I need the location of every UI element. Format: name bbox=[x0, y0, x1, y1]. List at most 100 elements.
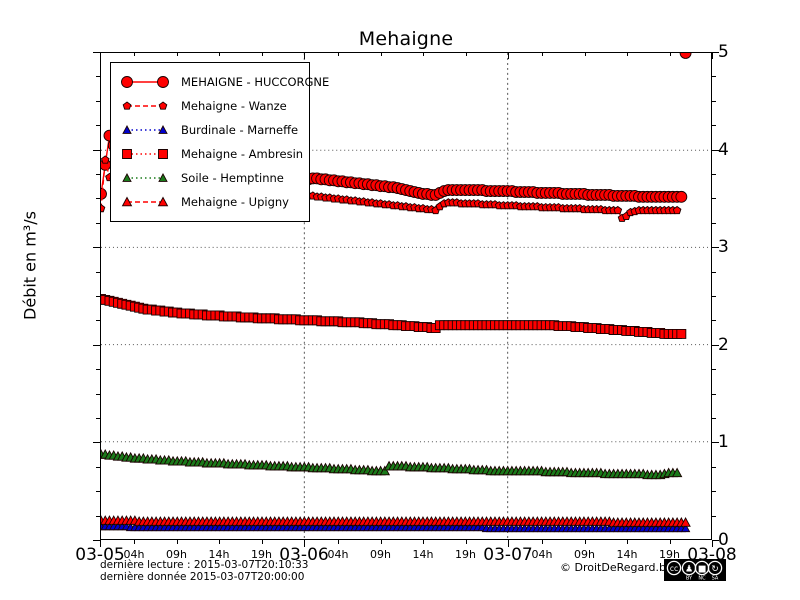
y-tick-mark bbox=[712, 344, 719, 346]
y-tick-mark-left bbox=[93, 149, 100, 151]
x-tick-mark-minor bbox=[669, 540, 671, 544]
legend-label: MEHAIGNE - HUCCORGNE bbox=[181, 75, 330, 89]
series-marker bbox=[101, 203, 106, 213]
x-tick-mark-top-minor bbox=[134, 52, 135, 56]
x-tick-mark-top-minor bbox=[669, 52, 671, 56]
y-tick-mark-minor bbox=[712, 100, 716, 102]
y-tick-mark bbox=[712, 540, 719, 541]
series-marker bbox=[101, 155, 110, 164]
legend-item-3[interactable]: Mehaigne - Ambresin bbox=[117, 142, 303, 166]
x-tick-mark bbox=[712, 540, 713, 547]
y-tick-mark-left-minor bbox=[96, 271, 100, 273]
legend-item-0[interactable]: MEHAIGNE - HUCCORGNE bbox=[117, 70, 329, 94]
series-marker bbox=[672, 205, 682, 215]
series-burdinale-marneffe bbox=[101, 521, 691, 533]
y-tick-mark-left bbox=[93, 540, 100, 541]
y-tick-label: 0 bbox=[718, 530, 729, 550]
legend-label: Mehaigne - Wanze bbox=[181, 99, 287, 113]
x-tick-mark-top-minor bbox=[465, 52, 467, 56]
x-tick-mark-minor bbox=[134, 540, 135, 544]
y-tick-mark-minor bbox=[712, 296, 716, 297]
legend-item-2[interactable]: Burdinale - Marneffe bbox=[117, 118, 303, 142]
y-tick-mark-left bbox=[93, 52, 100, 53]
y-tick-mark-left-minor bbox=[96, 418, 100, 419]
legend-item-1[interactable]: Mehaigne - Wanze bbox=[117, 94, 303, 118]
x-tick-mark-top-minor bbox=[261, 52, 263, 56]
legend-item-4[interactable]: Soile - Hemptinne bbox=[117, 166, 303, 190]
x-tick-mark-minor bbox=[338, 540, 339, 544]
y-tick-label: 2 bbox=[718, 334, 729, 355]
y-tick-label: 1 bbox=[718, 432, 729, 453]
x-tick-mark-top-minor bbox=[423, 52, 424, 56]
series-marker bbox=[680, 523, 691, 533]
y-tick-mark-left-minor bbox=[96, 198, 100, 200]
y-tick-mark-left bbox=[93, 442, 100, 444]
x-tick-mark-minor bbox=[584, 540, 586, 544]
legend-sample-square-icon bbox=[117, 143, 175, 165]
creative-commons-badge[interactable]: cc ♟ ■ ↻ BY NC SA bbox=[664, 559, 726, 582]
y-tick-mark-left-minor bbox=[96, 491, 100, 493]
x-tick-mark-top-minor bbox=[584, 52, 586, 56]
x-tick-mark-top bbox=[304, 52, 305, 59]
y-tick-mark-left bbox=[93, 344, 100, 346]
y-tick-mark-left-minor bbox=[96, 76, 100, 78]
x-tick-mark-minor bbox=[219, 540, 220, 544]
x-tick-label-major: 03-07 bbox=[483, 545, 533, 565]
legend-label: Burdinale - Marneffe bbox=[181, 123, 299, 137]
x-tick-mark-top-minor bbox=[176, 52, 178, 56]
cc-badge-icon: cc ♟ ■ ↻ BY NC SA bbox=[664, 559, 726, 582]
x-tick-mark-top bbox=[508, 52, 509, 59]
y-tick-mark-minor bbox=[712, 174, 716, 175]
legend-sample-pentagon-icon bbox=[117, 95, 175, 117]
page-title: Mehaigne bbox=[358, 28, 454, 50]
legend-sample-triangle-icon bbox=[117, 191, 175, 213]
footer-last-reading: dernière lecture : 2015-03-07T20:10:33 bbox=[100, 559, 309, 571]
x-tick-mark-minor bbox=[542, 540, 543, 544]
footer-last-data: dernière donnée 2015-03-07T20:00:00 bbox=[100, 570, 305, 583]
series-marker bbox=[676, 328, 687, 339]
series-marker bbox=[679, 53, 692, 59]
footer-reading-info: dernière lecture : 2015-03-07T20:10:33 d… bbox=[100, 559, 309, 583]
svg-text:↻: ↻ bbox=[711, 565, 719, 575]
y-tick-label: 5 bbox=[718, 42, 729, 62]
y-tick-mark-minor bbox=[712, 466, 716, 468]
y-tick-mark bbox=[712, 442, 719, 444]
y-tick-mark bbox=[712, 149, 719, 151]
y-tick-mark-minor bbox=[712, 418, 716, 419]
y-tick-mark-minor bbox=[712, 320, 716, 322]
x-tick-mark-minor bbox=[380, 540, 382, 544]
x-tick-mark bbox=[100, 540, 101, 547]
x-tick-label-minor: 14h bbox=[616, 548, 638, 561]
y-tick-mark-left-minor bbox=[96, 466, 100, 468]
y-tick-mark-left-minor bbox=[96, 393, 100, 395]
x-tick-label-minor: 09h bbox=[166, 548, 187, 561]
x-tick-mark bbox=[304, 540, 305, 547]
x-tick-mark-top-minor bbox=[338, 52, 339, 56]
series-marker bbox=[671, 467, 683, 478]
x-tick-mark-minor bbox=[465, 540, 467, 544]
legend-item-5[interactable]: Mehaigne - Upigny bbox=[117, 190, 303, 214]
legend-sample-triangle-icon bbox=[117, 167, 175, 189]
x-tick-label-minor: 19h bbox=[455, 548, 476, 561]
cc-code-by: BY bbox=[686, 576, 693, 582]
x-tick-mark-top-minor bbox=[380, 52, 382, 56]
series-soile-hemptinne bbox=[101, 450, 683, 480]
y-tick-mark-minor bbox=[712, 369, 716, 371]
plot-area bbox=[100, 52, 712, 540]
legend-label: Mehaigne - Ambresin bbox=[181, 147, 304, 161]
y-tick-mark-left-minor bbox=[96, 222, 100, 224]
y-axis-label: Débit en m³/s bbox=[20, 211, 40, 320]
legend: MEHAIGNE - HUCCORGNE Mehaigne - Wanze Burd… bbox=[110, 62, 329, 222]
y-tick-mark-minor bbox=[712, 222, 716, 224]
y-tick-mark-minor bbox=[712, 491, 716, 493]
x-tick-label-minor: 04h bbox=[531, 548, 553, 561]
copyright-text: © DroitDeRegard.be bbox=[560, 561, 673, 574]
x-tick-label-minor: 09h bbox=[370, 548, 391, 561]
y-tick-mark bbox=[712, 52, 719, 53]
x-tick-label-major: 03-06 bbox=[279, 545, 329, 565]
cc-code-nc: NC bbox=[698, 576, 706, 582]
y-tick-mark bbox=[712, 247, 719, 249]
x-tick-label-minor: 14h bbox=[208, 548, 230, 561]
series-marker bbox=[680, 517, 691, 527]
